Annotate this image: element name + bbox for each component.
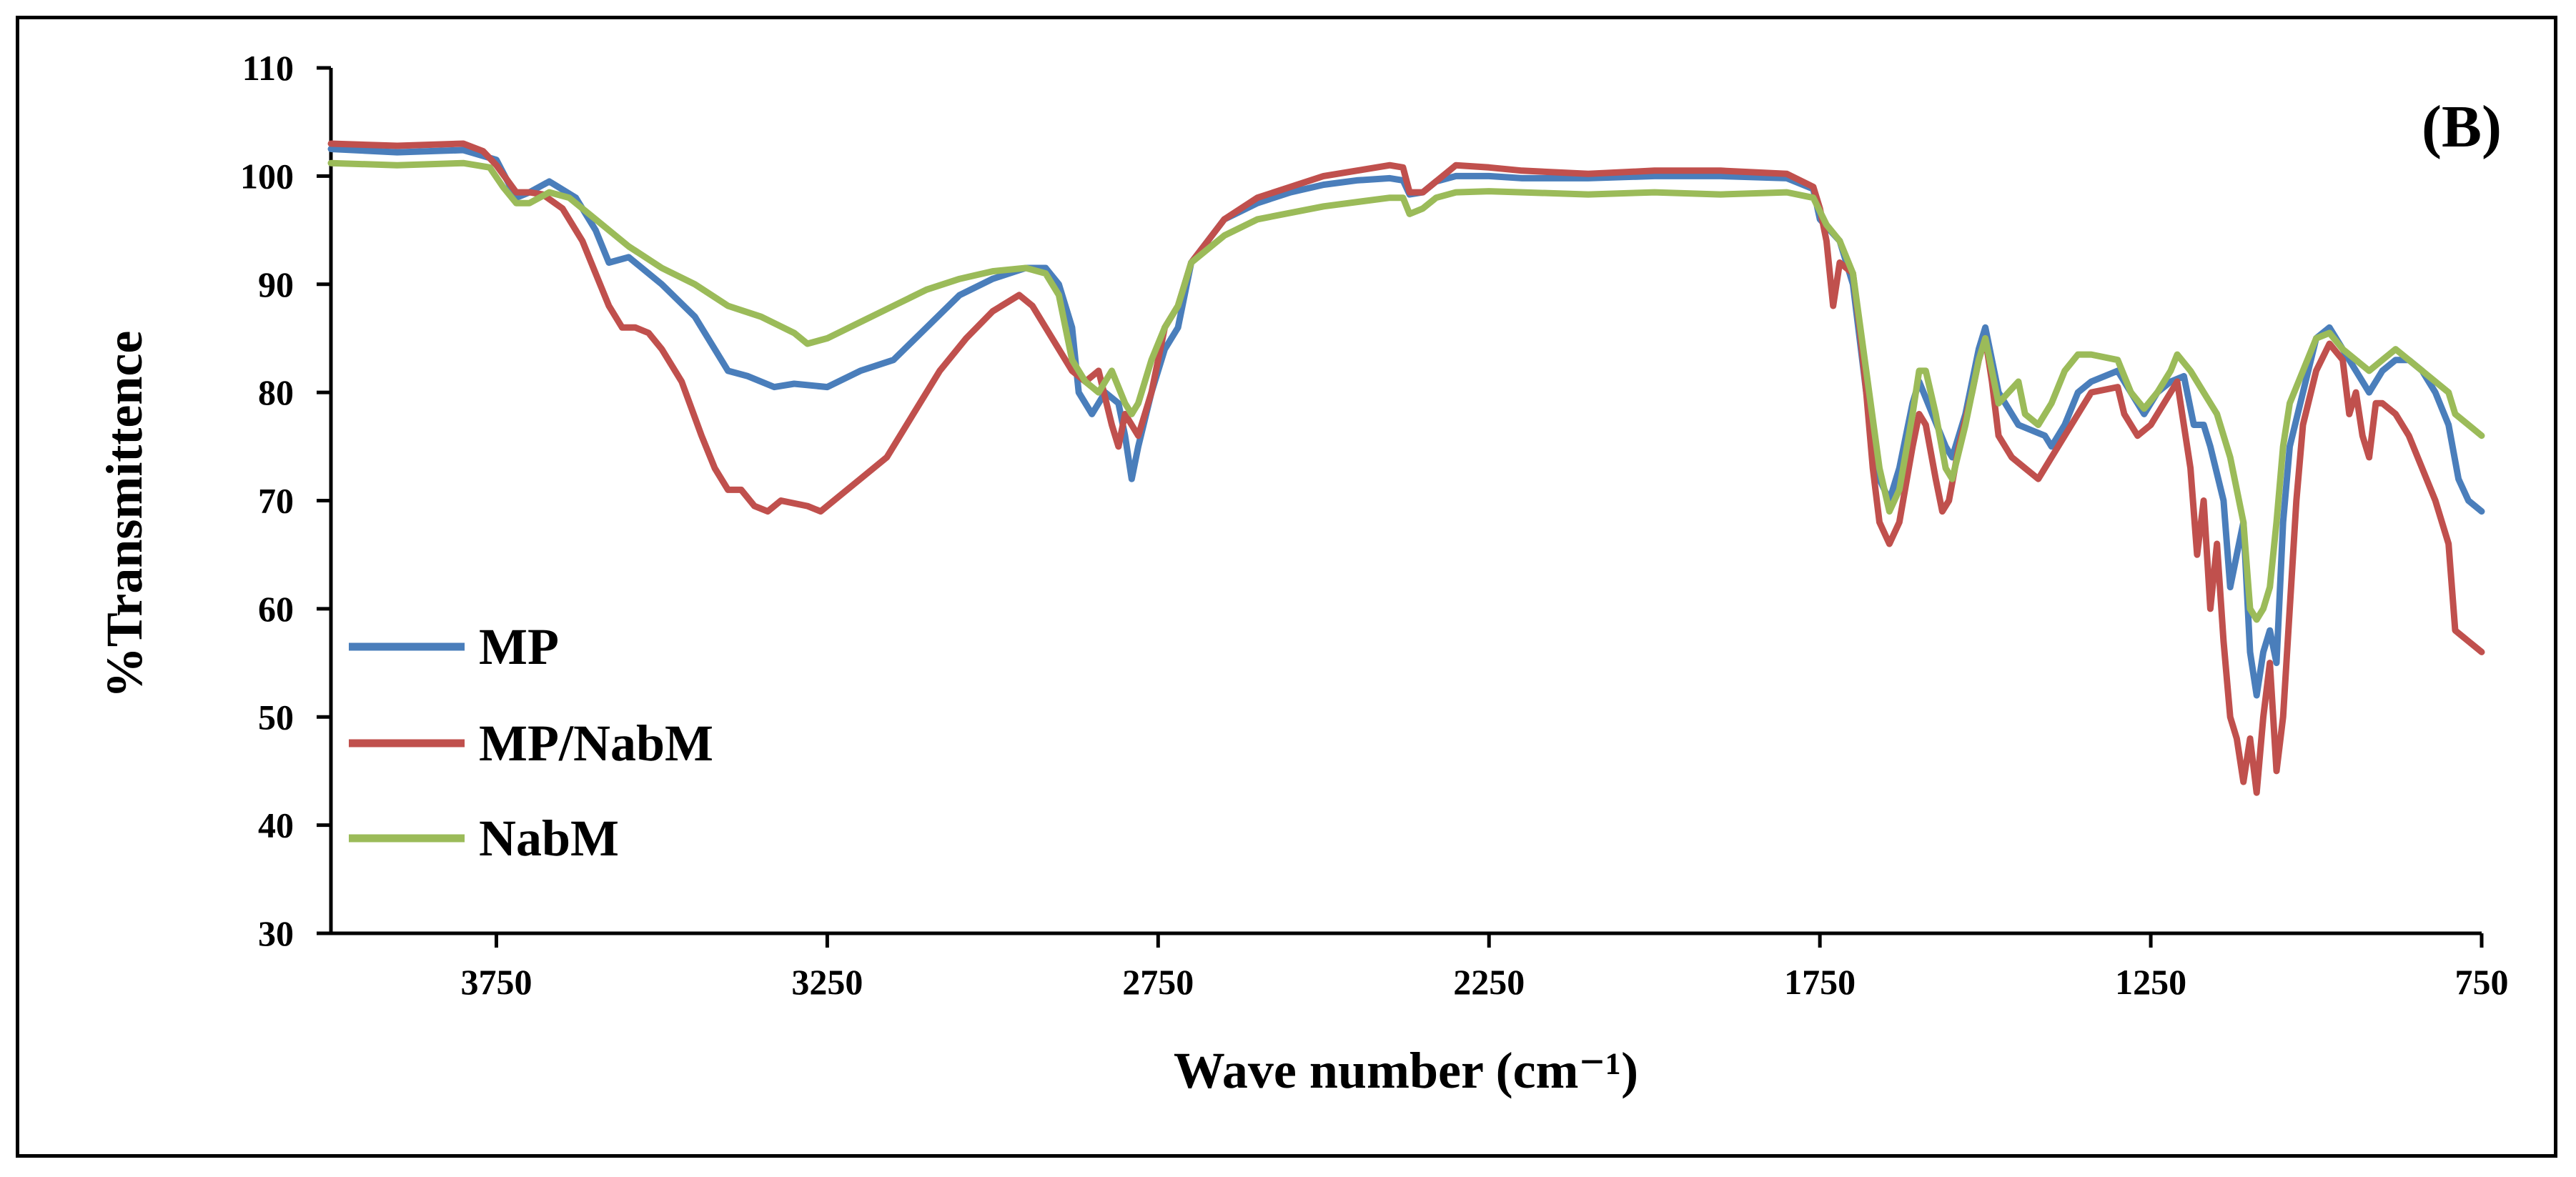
x-axis-title: Wave number (cm⁻¹) [1174,1042,1638,1099]
y-tick-label: 80 [258,372,294,412]
x-tick-label: 1250 [2115,962,2186,1002]
y-tick-label: 70 [258,481,294,521]
legend: MP MP/NabM NabM [349,618,713,867]
y-tick-label: 90 [258,264,294,304]
legend-label-nabm: NabM [479,810,619,867]
y-tick-label: 100 [240,156,294,196]
series-line-mp [327,146,2485,699]
series-line-nabm [327,159,2485,623]
axes-layer: 30 40 50 60 70 80 90 100 110 3750 3250 2750 2250 1750… [240,48,2509,1002]
y-tick-label: 110 [242,48,294,88]
x-tick-label: 2750 [1122,962,1194,1002]
series-layer [327,140,2485,796]
y-tick-label: 30 [258,913,294,953]
x-tick-label: 3250 [791,962,863,1002]
y-tick-label: 40 [258,805,294,845]
x-tick-label: 750 [2455,962,2509,1002]
chart-frame [16,16,2557,1158]
x-tick-label: 2250 [1453,962,1525,1002]
x-tick-label: 3750 [460,962,532,1002]
series-line-mp-nabm [327,140,2485,796]
legend-label-mp: MP [479,618,559,675]
y-tick-label: 60 [258,589,294,629]
y-axis-title: %Transmittence [96,331,153,699]
legend-label-mp-nabm: MP/NabM [479,715,713,772]
y-tick-label: 50 [258,697,294,737]
panel-label: (B) [2422,94,2502,160]
x-tick-label: 1750 [1784,962,1856,1002]
